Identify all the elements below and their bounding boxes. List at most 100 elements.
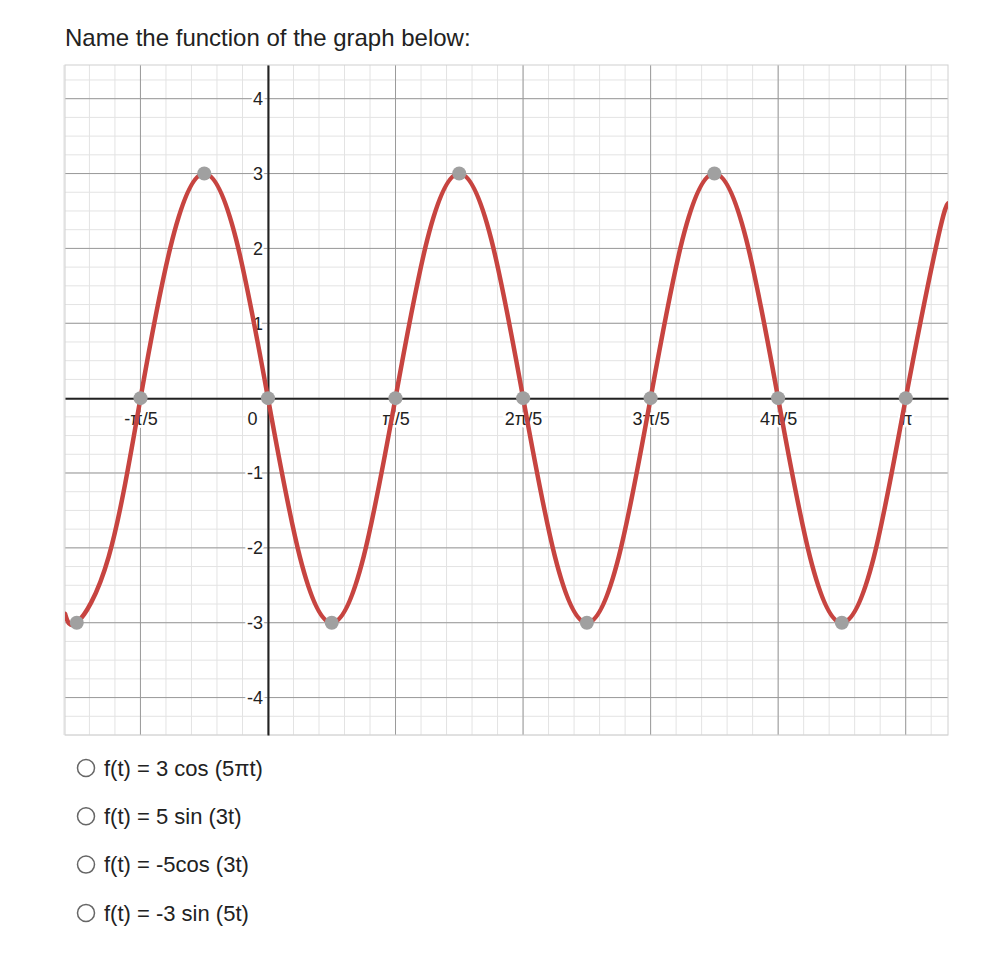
chart: Name the function of the graph below: -π/… xyxy=(0,0,994,960)
minor-grid-line xyxy=(65,641,948,642)
minor-grid-line xyxy=(65,660,948,661)
minor-grid-line xyxy=(65,585,948,586)
axis-line xyxy=(66,398,949,400)
minor-grid-line xyxy=(65,547,948,548)
options: f(t) = 3 cos (5πt) f(t) = 5 sin (3t) f(t) … xyxy=(78,756,263,926)
option-label[interactable]: f(t) = -3 sin (5t) xyxy=(104,901,249,926)
minor-grid-line xyxy=(497,65,498,735)
minor-grid-line xyxy=(65,491,948,492)
radio-button[interactable] xyxy=(78,808,95,825)
tick-label: -3 xyxy=(247,613,263,633)
grid-line xyxy=(65,248,948,249)
curve xyxy=(65,174,948,625)
minor-grid-line xyxy=(65,79,948,80)
minor-grid-line xyxy=(752,65,753,735)
tick: -1 xyxy=(247,463,268,483)
grid-line xyxy=(65,472,948,473)
minor-grid-line xyxy=(65,98,948,99)
minor-grid-line xyxy=(65,529,948,530)
grid-line xyxy=(65,697,948,698)
minor-grid-line xyxy=(472,65,473,735)
minor-grid-line xyxy=(65,117,948,118)
minor-grid-line xyxy=(65,697,948,698)
minor-grid-line xyxy=(829,65,830,735)
minor-grid-line xyxy=(65,323,948,324)
minor-grid-line xyxy=(65,510,948,511)
minor-grid-line xyxy=(65,379,948,380)
plot: -π/50π/52π/53π/54π/5π-4-3-2-11234 xyxy=(64,65,949,736)
grid-line xyxy=(65,622,948,623)
point xyxy=(452,167,466,181)
minor-grid-line xyxy=(114,65,115,735)
minor-grid-line xyxy=(65,603,948,604)
minor-grid-line xyxy=(242,65,243,735)
x-axis: -π/50π/52π/53π/54π/5π xyxy=(66,398,949,429)
tick: 2 xyxy=(253,239,268,259)
option-label[interactable]: f(t) = 5 sin (3t) xyxy=(104,804,242,829)
tick: 4 xyxy=(253,89,268,109)
radio-button[interactable] xyxy=(78,904,95,921)
minor-grid-line xyxy=(548,65,549,735)
minor-grid-line xyxy=(65,622,948,623)
tick: -3 xyxy=(247,613,268,633)
minor-grid-line xyxy=(65,229,948,230)
point xyxy=(261,391,275,405)
minor-grid-line xyxy=(65,210,948,211)
minor-grid-line xyxy=(65,435,948,436)
point xyxy=(580,616,594,630)
tick: -4 xyxy=(247,688,268,708)
minor-grid-line xyxy=(65,285,948,286)
minor-grid-line xyxy=(803,65,804,735)
tick-label: -2 xyxy=(247,538,263,558)
title: Name the function of the graph below: xyxy=(65,24,471,51)
minor-grid-line xyxy=(880,65,881,735)
point xyxy=(899,391,913,405)
point xyxy=(771,391,785,405)
minor-grid-line xyxy=(65,398,948,399)
minor-grid-line xyxy=(165,65,166,735)
point xyxy=(516,391,530,405)
minor-grid-line xyxy=(344,65,345,735)
minor-grid-line xyxy=(65,192,948,193)
minor-grid-line xyxy=(63,65,64,735)
minor-grid-line xyxy=(319,65,320,735)
point xyxy=(70,616,84,630)
point xyxy=(707,167,721,181)
minor-grid-line xyxy=(676,65,677,735)
tick: -2 xyxy=(247,538,268,558)
grid-line xyxy=(65,547,948,548)
tick-label: -4 xyxy=(247,688,263,708)
tick-label: -π/5 xyxy=(124,409,157,429)
tick-label: 4 xyxy=(253,89,263,109)
radio-button[interactable] xyxy=(78,760,95,777)
minor-grid-line xyxy=(65,678,948,679)
plot-frame xyxy=(65,65,948,735)
grid-line xyxy=(65,98,948,99)
minor-grid-line xyxy=(65,341,948,342)
minor-grid-line xyxy=(625,65,626,735)
minor-grid-line xyxy=(65,566,948,567)
minor-grid-line xyxy=(65,454,948,455)
minor-grid-line xyxy=(701,65,702,735)
point xyxy=(644,391,658,405)
option-label[interactable]: f(t) = -5cos (3t) xyxy=(104,852,249,877)
minor-grid-line xyxy=(446,65,447,735)
option-label[interactable]: f(t) = 3 cos (5πt) xyxy=(104,756,263,781)
point xyxy=(835,616,849,630)
point xyxy=(388,391,402,405)
minor-grid-line xyxy=(727,65,728,735)
minor-grid-line xyxy=(65,154,948,155)
tick-label: 0 xyxy=(247,409,257,429)
minor-grid-line xyxy=(65,136,948,137)
minor-grid-line xyxy=(65,248,948,249)
tick-label: -1 xyxy=(247,463,263,483)
grid-line xyxy=(65,323,948,324)
minor-grid-line xyxy=(65,716,948,717)
radio-button[interactable] xyxy=(78,856,95,873)
minor-grid-line xyxy=(65,360,948,361)
minor-grid-line xyxy=(421,65,422,735)
minor-grid-line xyxy=(931,65,932,735)
tick-label: 3 xyxy=(253,164,263,184)
minor-grid-line xyxy=(191,65,192,735)
minor-grid-line xyxy=(854,65,855,735)
